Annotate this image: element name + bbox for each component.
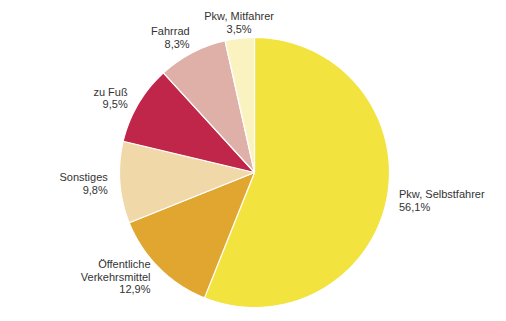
svg-text:zu Fuß9,5%: zu Fuß9,5% (93, 86, 128, 111)
svg-text:Pkw, Mitfahrer3,5%: Pkw, Mitfahrer3,5% (204, 10, 274, 35)
svg-text:ÖffentlicheVerkehrsmittel12,9%: ÖffentlicheVerkehrsmittel12,9% (81, 258, 151, 295)
svg-text:Sonstiges9,8%: Sonstiges9,8% (59, 171, 108, 196)
svg-text:Fahrrad8,3%: Fahrrad8,3% (151, 25, 190, 50)
svg-text:Pkw, Selbstfahrer56,1%: Pkw, Selbstfahrer56,1% (399, 188, 485, 213)
